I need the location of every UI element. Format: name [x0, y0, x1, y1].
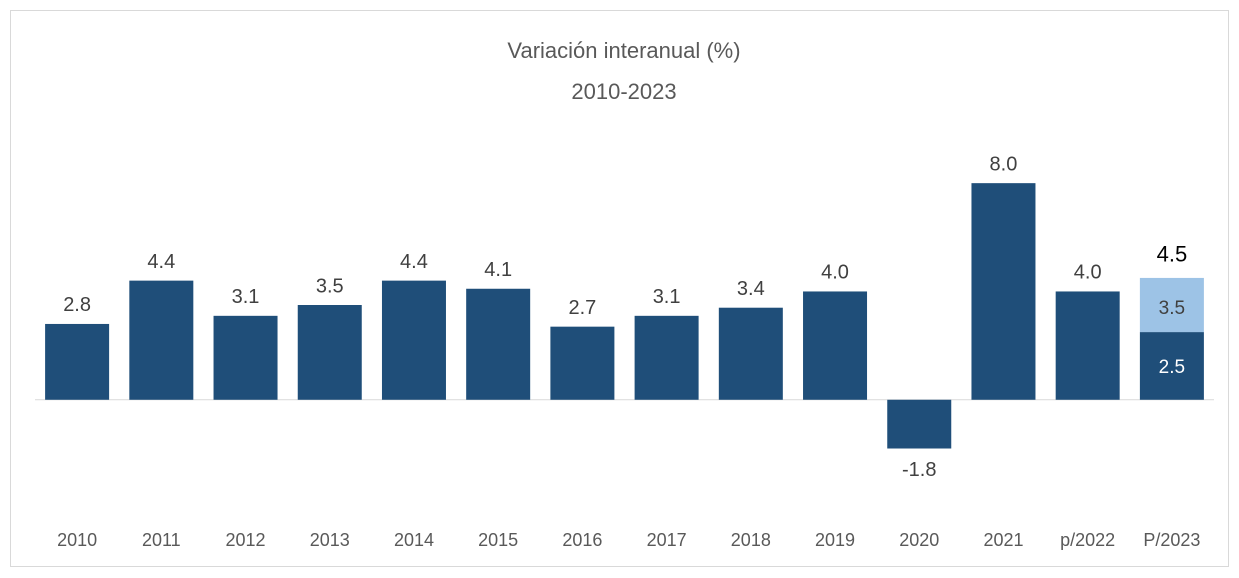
- x-tick-label: 2015: [478, 530, 518, 550]
- bar: [718, 307, 783, 400]
- data-label: 4.4: [400, 251, 428, 273]
- forecast-central-label: 3.5: [1159, 298, 1185, 319]
- forecast-high-label: 4.5: [1157, 242, 1188, 267]
- data-label: 2.7: [568, 297, 596, 319]
- chart-title: Variación interanual (%): [507, 38, 740, 63]
- bar: [634, 315, 699, 400]
- chart-subtitle: 2010-2023: [571, 79, 676, 104]
- data-label: 3.1: [232, 286, 260, 308]
- data-label: 8.0: [990, 153, 1018, 175]
- data-label: 3.4: [737, 278, 765, 300]
- x-tick-label: 2012: [226, 530, 266, 550]
- bar: [297, 305, 362, 400]
- x-tick-label: 2020: [899, 530, 939, 550]
- data-label: 3.5: [316, 275, 344, 297]
- x-tick-label: 2010: [57, 530, 97, 550]
- data-label: 4.1: [484, 259, 512, 281]
- data-label: 2.8: [63, 294, 91, 316]
- forecast-low-label: 2.5: [1159, 357, 1185, 378]
- bar: [129, 280, 194, 400]
- x-tick-label: 2018: [731, 530, 771, 550]
- x-tick-label: 2019: [815, 530, 855, 550]
- data-label: 4.4: [147, 251, 175, 273]
- bar: [887, 399, 952, 449]
- forecast-range-bar: [1139, 277, 1204, 333]
- bar: [971, 183, 1036, 400]
- x-tick-label: 2016: [562, 530, 602, 550]
- x-tick-label: 2013: [310, 530, 350, 550]
- bar: [466, 288, 531, 400]
- data-label: 4.0: [821, 262, 849, 284]
- bar: [1055, 291, 1120, 400]
- x-tick-label: 2014: [394, 530, 434, 550]
- x-tick-label: 2011: [142, 530, 181, 550]
- bar: [213, 315, 278, 400]
- bar: [550, 326, 615, 400]
- data-label: 3.1: [653, 286, 681, 308]
- bar: [381, 280, 446, 400]
- bar: [803, 291, 868, 400]
- x-tick-label: P/2023: [1143, 530, 1200, 550]
- forecast-base-bar: [1139, 332, 1204, 400]
- data-label: -1.8: [902, 459, 936, 481]
- data-label: 4.0: [1074, 262, 1102, 284]
- x-tick-label: 2017: [647, 530, 687, 550]
- x-tick-label: 2021: [983, 530, 1023, 550]
- bar: [45, 323, 110, 400]
- x-tick-label: p/2022: [1060, 530, 1115, 550]
